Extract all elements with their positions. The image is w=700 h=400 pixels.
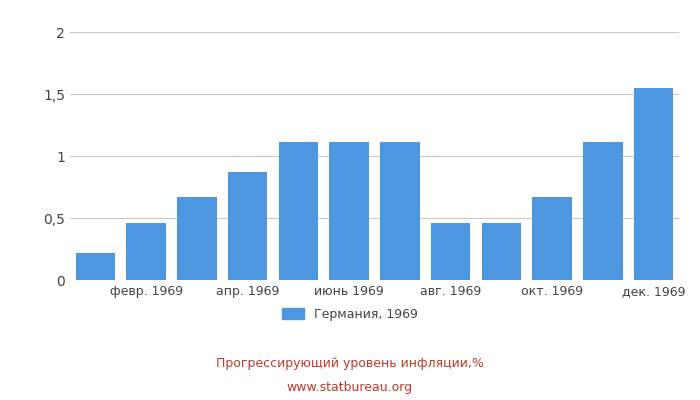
Bar bbox=[279, 142, 318, 280]
Bar bbox=[482, 223, 522, 280]
Bar bbox=[380, 142, 420, 280]
Legend: Германия, 1969: Германия, 1969 bbox=[276, 303, 424, 326]
Bar bbox=[76, 253, 116, 280]
Bar bbox=[329, 142, 369, 280]
Bar bbox=[634, 88, 673, 280]
Bar bbox=[532, 197, 572, 280]
Text: Прогрессирующий уровень инфляции,%: Прогрессирующий уровень инфляции,% bbox=[216, 358, 484, 370]
Bar bbox=[583, 142, 623, 280]
Bar bbox=[126, 223, 166, 280]
Bar bbox=[430, 223, 470, 280]
Text: www.statbureau.org: www.statbureau.org bbox=[287, 382, 413, 394]
Bar bbox=[228, 172, 267, 280]
Bar bbox=[177, 197, 217, 280]
